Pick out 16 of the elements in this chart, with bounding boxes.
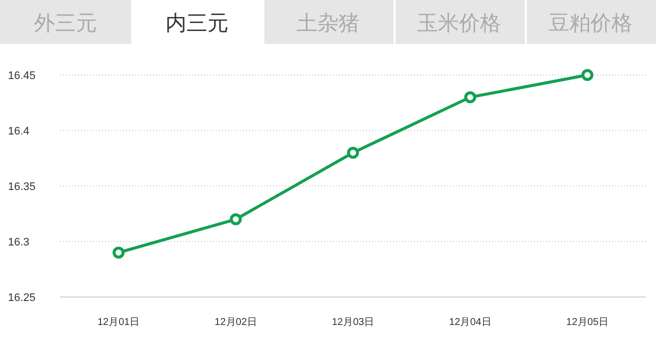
y-tick-label: 16.45	[8, 70, 36, 82]
y-tick-label: 16.3	[8, 236, 30, 248]
point	[112, 246, 125, 259]
point	[230, 213, 242, 226]
point	[581, 69, 594, 81]
x-tick-label: 12月02日	[214, 317, 257, 328]
x-tick-label: 12月04日	[449, 317, 492, 328]
x-tick-label: 12月03日	[332, 317, 374, 328]
tabs: 外三元 内三元 土杂猪 玉米价格 豆粕价格	[0, 0, 656, 44]
x-tick-label: 12月01日	[97, 317, 140, 328]
y-tick-label: 16.35	[8, 181, 36, 193]
y-tick-label: 16.25	[8, 292, 36, 304]
y-tick-label: 16.4	[8, 126, 30, 138]
point	[347, 146, 359, 159]
point	[464, 91, 476, 104]
x-tick-label: 12月05日	[566, 317, 609, 328]
